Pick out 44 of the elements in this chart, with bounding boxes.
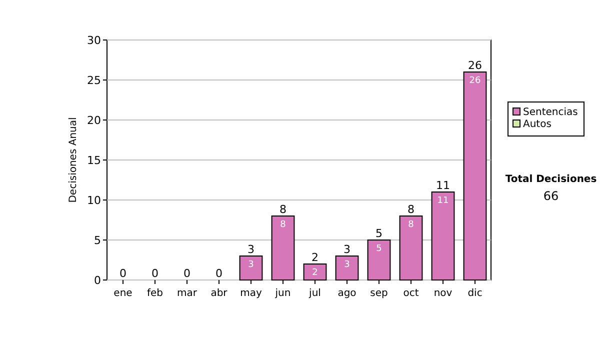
- legend-label: Sentencias: [523, 107, 578, 118]
- total-label: 0: [152, 267, 158, 280]
- y-tick-label: 5: [94, 234, 101, 247]
- text: 66: [543, 189, 559, 203]
- x-tick-label: dic: [468, 288, 482, 299]
- total-label: 3: [248, 243, 254, 256]
- total-label: 26: [468, 59, 482, 72]
- y-tick-label: 10: [87, 194, 101, 207]
- x-tick-label: jul: [308, 288, 321, 299]
- total-label: 0: [120, 267, 126, 280]
- x-tick-label: sep: [370, 288, 388, 299]
- total-label: 5: [376, 227, 382, 240]
- legend-label: Autos: [523, 119, 552, 130]
- total-label: 8: [408, 203, 414, 216]
- text: Total Decisiones: [505, 174, 597, 185]
- data-label: 26: [469, 76, 481, 86]
- data-label: 3: [344, 260, 350, 270]
- data-label: 5: [376, 244, 382, 254]
- x-tick-label: abr: [210, 288, 228, 299]
- total-label: 2: [312, 251, 318, 264]
- x-tick-label: nov: [434, 288, 452, 299]
- x-tick-label: feb: [146, 288, 164, 299]
- data-label: 3: [248, 260, 254, 270]
- y-tick-label: 0: [94, 274, 101, 287]
- data-label: 8: [280, 220, 286, 230]
- y-tick-label: 25: [87, 74, 101, 87]
- y-axis-title: Decisiones Anual: [68, 117, 79, 203]
- data-label: 2: [312, 268, 318, 278]
- y-tick-label: 20: [87, 114, 101, 127]
- data-label: 8: [408, 220, 414, 230]
- x-tick-label: mar: [177, 288, 198, 299]
- total-label: 8: [280, 203, 286, 216]
- x-tick-label: ene: [114, 288, 132, 299]
- total-label: 3: [344, 243, 350, 256]
- data-label: 11: [437, 196, 449, 206]
- y-tick-label: 15: [87, 154, 101, 167]
- x-tick-label: may: [240, 288, 262, 299]
- y-tick-label: 30: [87, 34, 101, 47]
- x-tick-label: jun: [274, 288, 291, 299]
- x-tick-label: oct: [403, 288, 419, 299]
- x-tick-label: ago: [338, 288, 356, 299]
- total-label: 11: [436, 179, 450, 192]
- total-label: 0: [216, 267, 222, 280]
- total-label: 0: [184, 267, 190, 280]
